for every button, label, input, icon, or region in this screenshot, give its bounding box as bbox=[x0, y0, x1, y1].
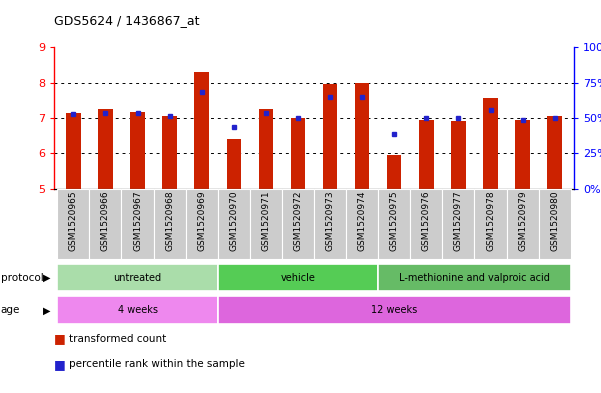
Bar bbox=[57, 296, 218, 323]
Text: GSM1520965: GSM1520965 bbox=[69, 191, 78, 252]
Bar bbox=[121, 189, 154, 259]
Bar bbox=[507, 189, 538, 259]
Bar bbox=[218, 189, 250, 259]
Bar bbox=[57, 189, 90, 259]
Bar bbox=[346, 189, 378, 259]
Text: GSM1520976: GSM1520976 bbox=[422, 191, 431, 252]
Bar bbox=[98, 109, 112, 189]
Bar bbox=[282, 189, 314, 259]
Bar bbox=[451, 121, 466, 189]
Text: GSM1520974: GSM1520974 bbox=[358, 191, 367, 251]
Bar bbox=[195, 72, 209, 189]
Text: untreated: untreated bbox=[114, 273, 162, 283]
Bar bbox=[483, 98, 498, 189]
Text: transformed count: transformed count bbox=[69, 334, 166, 344]
Text: ■: ■ bbox=[54, 358, 66, 371]
Bar bbox=[355, 83, 370, 189]
Bar bbox=[154, 189, 186, 259]
Text: GSM1520970: GSM1520970 bbox=[230, 191, 238, 252]
Text: ▶: ▶ bbox=[43, 305, 50, 315]
Text: GSM1520979: GSM1520979 bbox=[518, 191, 527, 252]
Bar bbox=[57, 264, 218, 291]
Text: GSM1520973: GSM1520973 bbox=[326, 191, 335, 252]
Bar bbox=[419, 119, 433, 189]
Text: vehicle: vehicle bbox=[281, 273, 316, 283]
Text: GSM1520971: GSM1520971 bbox=[261, 191, 270, 252]
Bar bbox=[291, 118, 305, 189]
Text: 4 weeks: 4 weeks bbox=[118, 305, 157, 315]
Bar bbox=[227, 139, 241, 189]
Bar bbox=[378, 189, 410, 259]
Text: GSM1520975: GSM1520975 bbox=[390, 191, 398, 252]
Bar bbox=[442, 189, 474, 259]
Text: ■: ■ bbox=[54, 332, 66, 345]
Bar bbox=[314, 189, 346, 259]
Text: percentile rank within the sample: percentile rank within the sample bbox=[69, 359, 245, 369]
Text: GSM1520978: GSM1520978 bbox=[486, 191, 495, 252]
Bar bbox=[538, 189, 571, 259]
Bar bbox=[250, 189, 282, 259]
Text: ▶: ▶ bbox=[43, 273, 50, 283]
Bar bbox=[162, 116, 177, 189]
Text: GSM1520972: GSM1520972 bbox=[293, 191, 302, 251]
Text: GSM1520980: GSM1520980 bbox=[550, 191, 559, 252]
Bar bbox=[90, 189, 121, 259]
Bar bbox=[218, 296, 571, 323]
Bar bbox=[186, 189, 218, 259]
Bar bbox=[323, 84, 337, 189]
Bar bbox=[548, 116, 562, 189]
Text: GSM1520967: GSM1520967 bbox=[133, 191, 142, 252]
Bar bbox=[66, 112, 81, 189]
Bar bbox=[130, 112, 145, 189]
Text: L-methionine and valproic acid: L-methionine and valproic acid bbox=[399, 273, 550, 283]
Bar bbox=[258, 109, 273, 189]
Text: GSM1520977: GSM1520977 bbox=[454, 191, 463, 252]
Bar bbox=[516, 119, 530, 189]
Text: protocol: protocol bbox=[1, 273, 43, 283]
Text: GSM1520969: GSM1520969 bbox=[197, 191, 206, 252]
Bar bbox=[410, 189, 442, 259]
Text: age: age bbox=[1, 305, 20, 315]
Text: 12 weeks: 12 weeks bbox=[371, 305, 417, 315]
Bar bbox=[218, 264, 378, 291]
Text: GSM1520968: GSM1520968 bbox=[165, 191, 174, 252]
Text: GSM1520966: GSM1520966 bbox=[101, 191, 110, 252]
Bar bbox=[387, 155, 401, 189]
Bar bbox=[474, 189, 507, 259]
Text: GDS5624 / 1436867_at: GDS5624 / 1436867_at bbox=[54, 15, 200, 28]
Bar bbox=[378, 264, 571, 291]
